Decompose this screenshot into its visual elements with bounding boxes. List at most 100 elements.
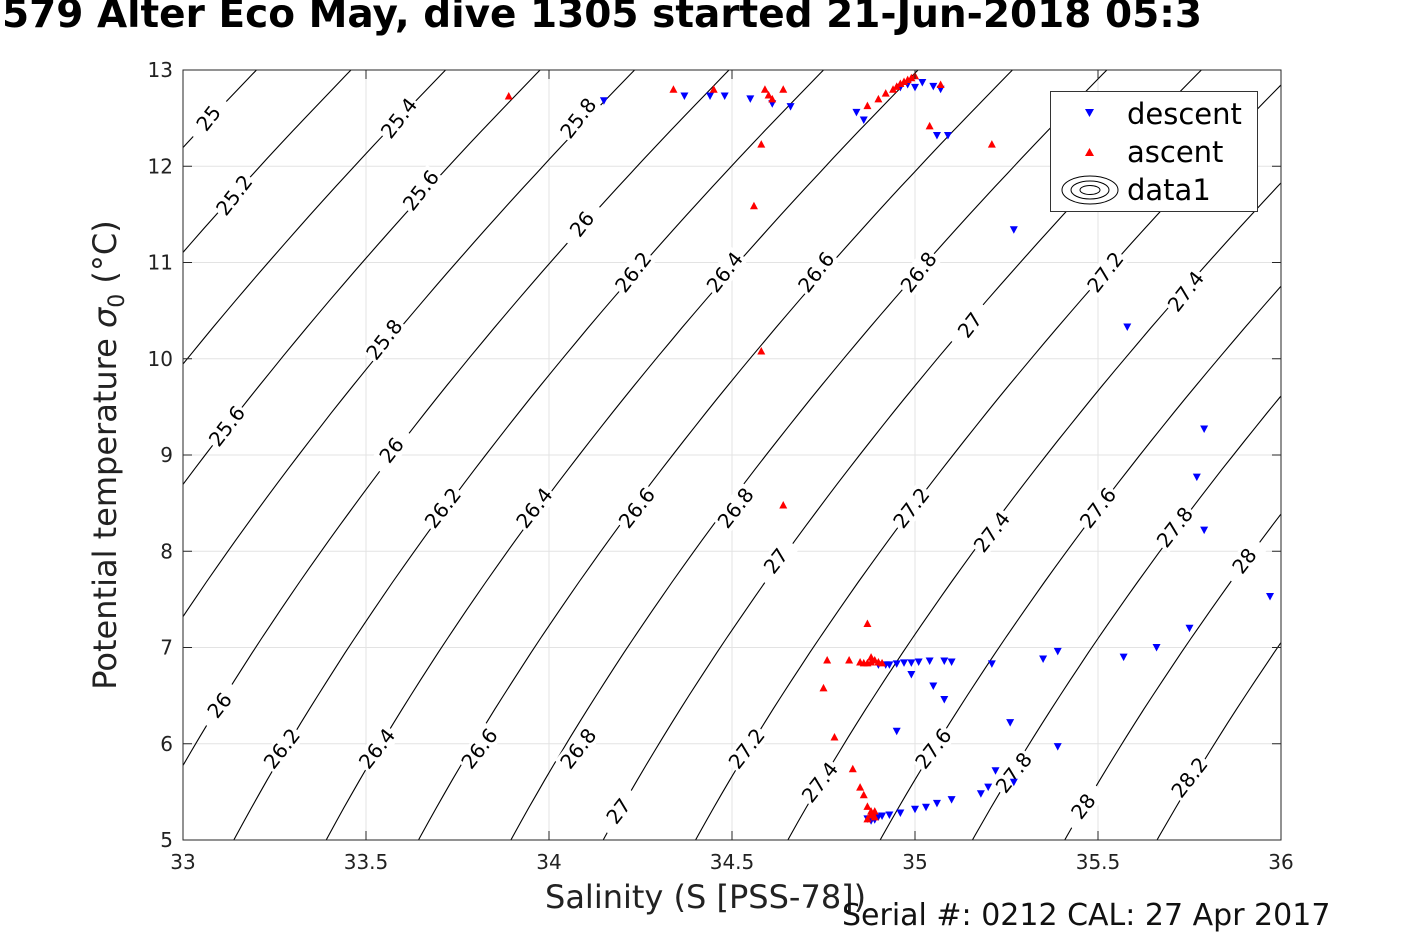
descent-point <box>984 783 993 792</box>
y-tick-label: 10 <box>148 347 173 371</box>
y-tick-label: 8 <box>160 539 173 563</box>
contour-label-bg <box>353 722 401 775</box>
contour-label-bg <box>909 722 957 775</box>
contour-label-bg <box>203 400 251 452</box>
y-tick-label: 5 <box>160 828 173 852</box>
ascent-point <box>764 91 773 99</box>
ascent-point <box>830 733 839 741</box>
descent-point <box>1200 526 1209 535</box>
descent-point <box>1053 647 1062 656</box>
contour-label-bg <box>712 482 760 534</box>
ascent-point <box>819 683 828 692</box>
contour-label-bg <box>360 313 408 366</box>
x-tick-label: 35.5 <box>1076 850 1121 874</box>
contour-label-bg <box>990 746 1038 799</box>
ascent-point <box>867 810 876 818</box>
contour-label-bg <box>946 299 994 351</box>
descent-point <box>1053 743 1062 751</box>
descent-point <box>1119 653 1128 662</box>
contour-label-bg <box>1059 780 1107 832</box>
descent-point <box>1006 719 1015 727</box>
ascent-point <box>845 656 854 664</box>
x-tick-label: 33 <box>170 850 195 874</box>
contour-label-bg <box>796 756 844 808</box>
triangle-down-icon <box>1085 109 1094 117</box>
contour-label-bg <box>368 424 416 476</box>
descent-point <box>947 658 956 666</box>
ascent-point <box>760 85 769 93</box>
serial-cal-footer: Serial #: 0212 CAL: 27 Apr 2017 <box>842 898 1331 933</box>
contour-label-bg <box>1166 751 1213 804</box>
ascent-point <box>757 347 766 355</box>
legend-label: ascent <box>1127 135 1224 169</box>
contour-label-bg <box>1220 535 1268 587</box>
ascent-point <box>779 85 788 93</box>
y-tick-label: 7 <box>160 636 173 660</box>
ascent-point <box>823 656 832 664</box>
contour-label-bg <box>887 482 935 534</box>
ascent-point <box>863 619 872 627</box>
descent-point <box>1123 323 1132 331</box>
x-axis-ticks: 33 33.5 34 34.5 35 35.5 36 <box>170 70 1294 874</box>
descent-point <box>925 657 934 665</box>
descent-point <box>896 809 905 818</box>
descent-point <box>914 658 923 666</box>
ascent-point <box>889 85 898 93</box>
legend-label: data1 <box>1127 173 1211 207</box>
contour-label-bg <box>196 679 244 731</box>
descent-point <box>599 97 608 105</box>
ascent-point <box>856 783 865 791</box>
descent-point <box>947 796 956 804</box>
x-tick-label: 34.5 <box>710 850 755 874</box>
y-axis-label: Potential temperature σ0 (°C) <box>86 220 130 690</box>
contour-label-bg <box>752 535 800 587</box>
ascent-point <box>867 653 876 661</box>
descent-point <box>885 811 894 819</box>
legend-item-ascent: ascent <box>1051 133 1259 171</box>
density-contour-line <box>183 70 541 486</box>
density-contour-line <box>183 70 352 254</box>
ascent-point <box>859 790 868 799</box>
contour-label-bg <box>554 92 602 144</box>
descent-point <box>900 659 909 667</box>
density-contour-line <box>510 70 1108 840</box>
ascent-point <box>757 140 766 148</box>
y-tick-label: 6 <box>160 732 173 756</box>
descent-point <box>1200 425 1209 434</box>
contour-label-bg <box>554 722 602 775</box>
descent-point <box>991 767 1000 775</box>
descent-point <box>929 682 938 690</box>
contour-label-bg <box>210 169 258 221</box>
descent-point <box>911 83 919 92</box>
descent-point <box>1266 592 1275 601</box>
ascent-point <box>892 82 901 90</box>
descent-point <box>1009 226 1018 234</box>
contour-label-bg <box>258 722 306 775</box>
contour-label-bg <box>609 246 657 298</box>
ascent-point <box>504 91 513 100</box>
ascent-point <box>925 121 934 130</box>
x-tick-label: 35 <box>902 850 927 874</box>
density-contour-line <box>1064 513 1281 840</box>
contour-label-bg <box>1151 501 1199 553</box>
ascent-point <box>779 501 788 509</box>
descent-point <box>1009 778 1018 787</box>
contour-label-bg <box>595 785 642 837</box>
ascent-point <box>987 140 996 148</box>
descent-point <box>892 660 901 668</box>
y-tick-label: 11 <box>148 251 173 275</box>
contour-label-bg <box>701 246 749 298</box>
descent-point <box>911 805 919 814</box>
descent-point <box>987 660 996 668</box>
ascent-point <box>870 807 879 815</box>
descent-point <box>1152 644 1161 652</box>
descent-point <box>1039 655 1048 664</box>
descent-point <box>907 659 916 667</box>
contour-label-bg <box>185 92 233 144</box>
ascent-point <box>768 94 777 103</box>
descent-point <box>1185 624 1194 633</box>
contour-label-bg <box>375 92 423 144</box>
triangle-up-icon <box>1085 148 1094 156</box>
ascent-point <box>856 657 865 666</box>
ascent-point <box>709 85 718 93</box>
